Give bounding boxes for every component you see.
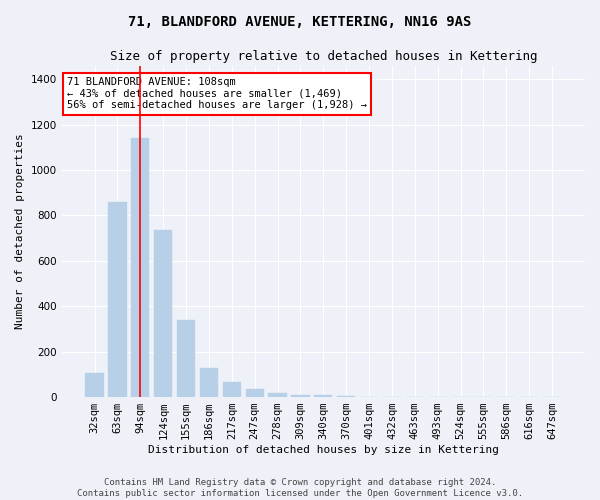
- Bar: [292, 395, 310, 397]
- Bar: [200, 368, 218, 397]
- Bar: [85, 373, 104, 397]
- X-axis label: Distribution of detached houses by size in Kettering: Distribution of detached houses by size …: [148, 445, 499, 455]
- Text: 71, BLANDFORD AVENUE, KETTERING, NN16 9AS: 71, BLANDFORD AVENUE, KETTERING, NN16 9A…: [128, 15, 472, 29]
- Title: Size of property relative to detached houses in Kettering: Size of property relative to detached ho…: [110, 50, 537, 63]
- Bar: [154, 230, 172, 397]
- Bar: [314, 396, 332, 397]
- Y-axis label: Number of detached properties: Number of detached properties: [15, 134, 25, 329]
- Bar: [177, 320, 195, 397]
- Bar: [223, 382, 241, 397]
- Bar: [131, 138, 149, 397]
- Text: Contains HM Land Registry data © Crown copyright and database right 2024.
Contai: Contains HM Land Registry data © Crown c…: [77, 478, 523, 498]
- Text: 71 BLANDFORD AVENUE: 108sqm
← 43% of detached houses are smaller (1,469)
56% of : 71 BLANDFORD AVENUE: 108sqm ← 43% of det…: [67, 77, 367, 110]
- Bar: [109, 202, 127, 397]
- Bar: [268, 392, 287, 397]
- Bar: [337, 396, 355, 397]
- Bar: [245, 389, 264, 397]
